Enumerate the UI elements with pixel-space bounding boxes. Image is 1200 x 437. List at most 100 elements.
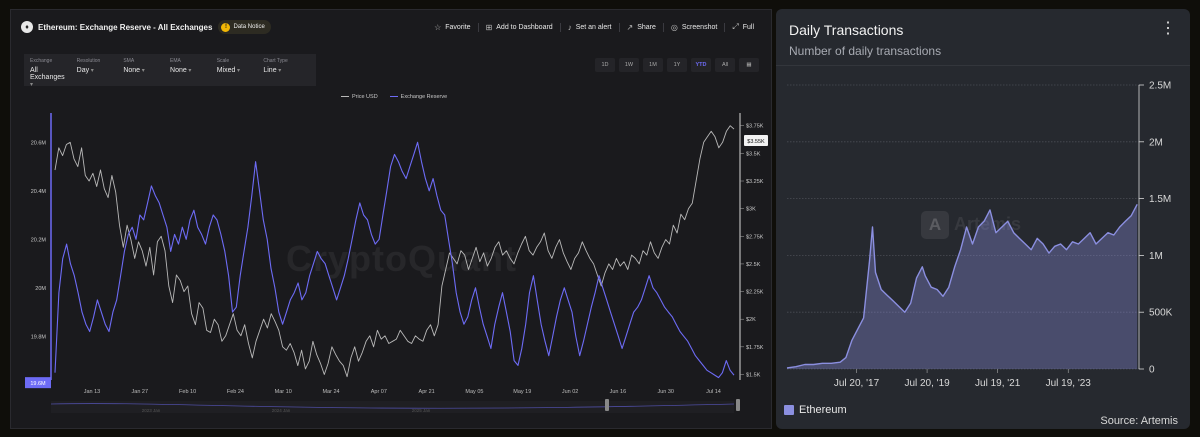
calendar-icon[interactable]: ▦ bbox=[739, 58, 759, 72]
ar-chart-title: Daily Transactions bbox=[789, 22, 904, 38]
range-1m[interactable]: 1M bbox=[643, 58, 663, 72]
y-tick-label: 2.5M bbox=[1149, 81, 1171, 92]
control-value: All Exchanges bbox=[30, 67, 65, 88]
legend-label-ethereum: Ethereum bbox=[799, 404, 847, 416]
fullscreen-icon: ⤢ bbox=[732, 22, 739, 31]
x-tick-label: Jul 14 bbox=[706, 389, 721, 395]
x-tick-label: Jan 27 bbox=[132, 389, 149, 395]
x-tick-label: Jan 13 bbox=[84, 389, 101, 395]
data-notice-badge[interactable]: ! Data Notice bbox=[218, 20, 271, 34]
legend-label: Price USD bbox=[352, 94, 378, 100]
control-label: Scale bbox=[216, 58, 230, 64]
control-value: Day bbox=[77, 67, 112, 74]
right-tick-label: $3.75K bbox=[746, 124, 764, 130]
cq-legend: Price USD Exchange Reserve bbox=[341, 94, 447, 100]
x-tick-label: Jul 20, '17 bbox=[834, 378, 880, 389]
right-tick-label: $1.75K bbox=[746, 345, 764, 351]
action-share[interactable]: ↗ Share bbox=[620, 22, 664, 32]
ethereum-area bbox=[787, 204, 1138, 369]
cq-controls: Exchange All Exchanges Resolution Day SMA Non… bbox=[24, 54, 316, 86]
right-tick-label: $2.25K bbox=[746, 290, 764, 296]
control-label: Chart Type bbox=[263, 58, 288, 64]
exchange-reserve-line bbox=[54, 141, 735, 379]
legend-swatch bbox=[784, 405, 794, 415]
cryptoquant-panel: ♦ Ethereum: Exchange Reserve - All Excha… bbox=[10, 9, 772, 429]
control-value: Mixed bbox=[217, 67, 252, 74]
left-tick-label: 20M bbox=[35, 286, 46, 292]
reserve-current-tag bbox=[25, 377, 51, 389]
legend-label: Exchange Reserve bbox=[400, 94, 448, 100]
action-favorite[interactable]: ☆ Favorite bbox=[427, 22, 479, 32]
action-set-an-alert[interactable]: ♪ Set an alert bbox=[561, 22, 620, 32]
right-tick-label: $3.5K bbox=[746, 151, 761, 157]
x-tick-label: Jul 19, '23 bbox=[1046, 378, 1092, 389]
star-icon: ☆ bbox=[434, 22, 442, 32]
range-all[interactable]: All bbox=[715, 58, 735, 72]
navigator-label: 2023 Jan bbox=[142, 408, 161, 413]
bell-icon: ♪ bbox=[567, 22, 572, 32]
navigator-series bbox=[50, 403, 735, 409]
navigator-handle-right[interactable] bbox=[736, 399, 740, 411]
x-tick-label: Apr 21 bbox=[419, 389, 435, 395]
range-1w[interactable]: 1W bbox=[619, 58, 639, 72]
dashboard-icon: ⊞ bbox=[485, 22, 493, 32]
control-resolution[interactable]: Resolution Day bbox=[77, 54, 112, 86]
action-label: Screenshot bbox=[681, 23, 718, 31]
cq-chart-title: Ethereum: Exchange Reserve - All Exchang… bbox=[38, 22, 213, 32]
range-1y[interactable]: 1Y bbox=[667, 58, 687, 72]
ar-legend[interactable]: Ethereum bbox=[784, 404, 847, 416]
left-tick-label: 19.8M bbox=[31, 334, 47, 340]
control-label: SMA bbox=[123, 58, 135, 64]
x-tick-label: May 05 bbox=[465, 389, 483, 395]
legend-item: Exchange Reserve bbox=[389, 94, 448, 100]
navigator-handle-left[interactable] bbox=[605, 399, 609, 411]
ar-divider bbox=[776, 65, 1190, 66]
x-tick-label: Mar 10 bbox=[275, 389, 292, 395]
artemis-logo-icon: A bbox=[921, 211, 949, 239]
legend-swatch bbox=[341, 96, 349, 98]
y-tick-label: 1.5M bbox=[1149, 194, 1171, 205]
action-label: Share bbox=[637, 23, 656, 31]
control-scale[interactable]: Scale Mixed bbox=[217, 54, 252, 86]
right-tick-label: $3.25K bbox=[746, 179, 764, 185]
left-tick-label: 20.6M bbox=[31, 140, 47, 146]
x-tick-label: Apr 07 bbox=[371, 389, 387, 395]
camera-icon: ◎ bbox=[670, 22, 678, 32]
navigator-label: 2025 Jan bbox=[412, 408, 431, 413]
share-icon: ↗ bbox=[626, 22, 634, 32]
control-sma[interactable]: SMA None bbox=[123, 54, 158, 86]
range-ytd[interactable]: YTD bbox=[691, 58, 711, 72]
action-label: Add to Dashboard bbox=[496, 23, 553, 31]
exchange-reserve-chart: 20.6M 20.4M 20.2M 20M 19.8M $3.75K $3.5K $3.25K… bbox=[25, 113, 768, 413]
action-label: Full bbox=[742, 23, 754, 31]
right-tick-label: $2.5K bbox=[746, 262, 761, 268]
x-tick-label: Jul 20, '19 bbox=[904, 378, 950, 389]
action-screenshot[interactable]: ◎ Screenshot bbox=[664, 22, 726, 32]
x-tick-label: Mar 24 bbox=[322, 389, 339, 395]
control-ema[interactable]: EMA None bbox=[170, 54, 205, 86]
range-1d[interactable]: 1D bbox=[595, 58, 615, 72]
x-tick-label: Jun 16 bbox=[610, 389, 627, 395]
data-notice-label: Data Notice bbox=[233, 24, 265, 30]
right-tick-label: $2K bbox=[746, 317, 756, 323]
warning-icon: ! bbox=[221, 22, 231, 32]
action-label: Favorite bbox=[445, 23, 471, 31]
action-add-to-dashboard[interactable]: ⊞ Add to Dashboard bbox=[479, 22, 561, 32]
right-tick-label: $2.75K bbox=[746, 234, 764, 240]
control-chart-type[interactable]: Chart Type Line bbox=[263, 54, 298, 86]
action-label: Set an alert bbox=[575, 23, 612, 31]
control-value: None bbox=[123, 67, 158, 74]
control-exchange[interactable]: Exchange All Exchanges bbox=[30, 54, 65, 86]
action-full[interactable]: ⤢ Full bbox=[725, 22, 761, 32]
cq-action-bar: ☆ Favorite ⊞ Add to Dashboard ♪ Set an alert ↗… bbox=[427, 10, 761, 44]
price-current-tag bbox=[744, 135, 768, 147]
x-tick-label: Feb 10 bbox=[179, 389, 196, 395]
navigator-track[interactable] bbox=[51, 401, 734, 413]
x-tick-label: May 19 bbox=[513, 389, 531, 395]
y-tick-label: 500K bbox=[1149, 308, 1173, 319]
ar-watermark: Artemis bbox=[954, 214, 1022, 234]
navigator-label: 2024 Jan bbox=[272, 408, 291, 413]
daily-transactions-chart: 0 500K 1M 1.5M 2M 2.5M Jul 20, '17 Jul 20, '19 J… bbox=[786, 81, 1173, 389]
ethereum-logo-icon: ♦ bbox=[21, 21, 33, 33]
